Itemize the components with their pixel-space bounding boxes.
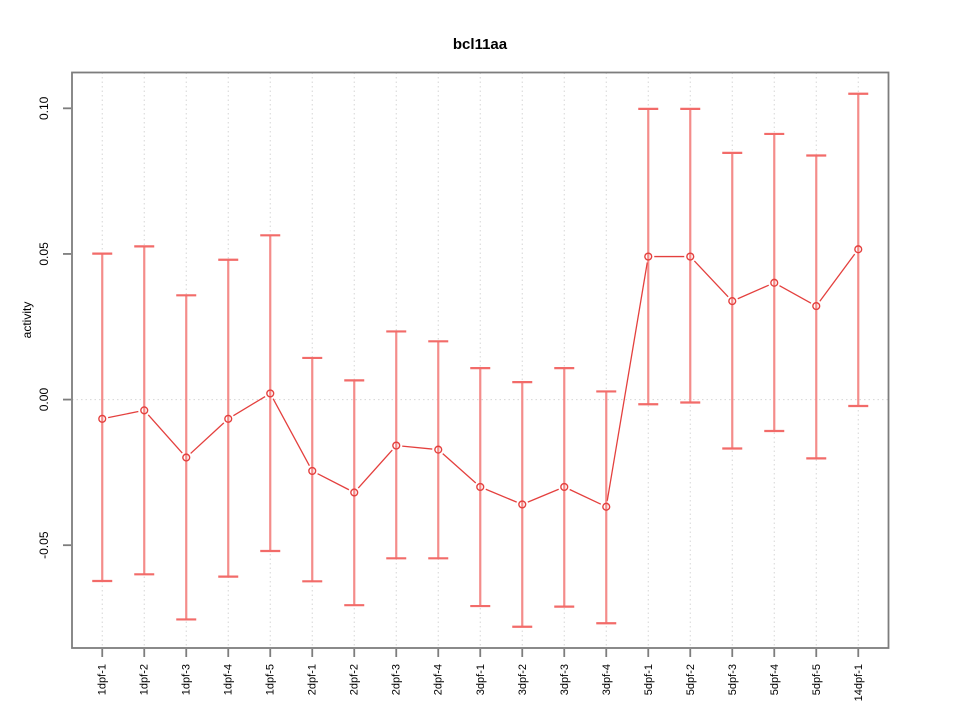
series-line-segment [442,453,477,484]
data-point-marker [266,389,275,398]
x-tick-label: 1dpf-2 [139,664,151,695]
series-line-segment [272,398,310,466]
data-point-marker [434,445,443,454]
series-line-segment [485,488,517,503]
series-line-segment [317,473,350,491]
x-tick-label: 5dpf-4 [769,664,781,695]
y-tick-label: 0.10 [37,96,51,120]
x-tick-label: 3dpf-1 [475,664,487,695]
data-point-marker [560,482,569,492]
data-point-marker [854,245,863,254]
x-tick-label: 3dpf-2 [517,664,529,695]
data-point-marker [308,466,317,476]
x-tick-label: 5dpf-1 [643,664,655,695]
data-point-marker [602,502,611,511]
data-point-marker [182,453,191,462]
data-point-marker [392,441,401,450]
x-tick-label: 3dpf-4 [601,664,613,695]
x-tick-label: 14dpf-1 [853,664,865,701]
data-point-marker [98,414,107,423]
series-line-segment [606,262,648,501]
data-point-marker [812,301,821,311]
y-tick-label: -0.05 [37,531,51,559]
series-line-segment [402,445,433,450]
series-line-segment [527,488,559,503]
series-line-segment [569,488,602,505]
x-tick-label: 1dpf-5 [265,664,277,695]
x-tick-label: 2dpf-3 [391,664,403,695]
series-line-segment [779,285,812,304]
series-line-segment [190,422,225,454]
y-tick-label: 0.05 [37,242,51,266]
plot-border [71,71,890,649]
x-tick-label: 2dpf-4 [433,664,445,695]
x-tick-label: 5dpf-3 [727,664,739,695]
series-line-segment [233,395,266,417]
data-point-marker [728,297,737,306]
series-line-segment [737,284,770,300]
x-tick-label: 3dpf-3 [559,664,571,695]
x-tick-label: 5dpf-5 [811,664,823,695]
data-point-marker [686,252,695,261]
x-tick-label: 2dpf-1 [307,664,319,695]
data-point-marker [770,278,779,287]
series-line-segment [357,449,393,489]
x-tick-label: 1dpf-4 [223,664,235,695]
x-tick-label: 2dpf-2 [349,664,361,695]
chart-title: bcl11aa [452,36,508,53]
series-line-segment [693,260,729,298]
x-tick-label: 1dpf-3 [181,664,193,695]
data-point-marker [350,488,359,497]
y-tick-label: 0.00 [37,388,51,412]
series-line-segment [819,253,856,302]
data-point-marker [140,406,149,415]
series-line-segment [147,414,183,454]
data-point-marker [518,500,527,509]
series-line-segment [107,410,139,419]
data-point-marker [476,482,485,492]
data-point-marker [224,414,233,423]
data-point-marker [644,252,653,261]
x-tick-label: 5dpf-2 [685,664,697,695]
x-tick-label: 1dpf-1 [97,664,109,695]
